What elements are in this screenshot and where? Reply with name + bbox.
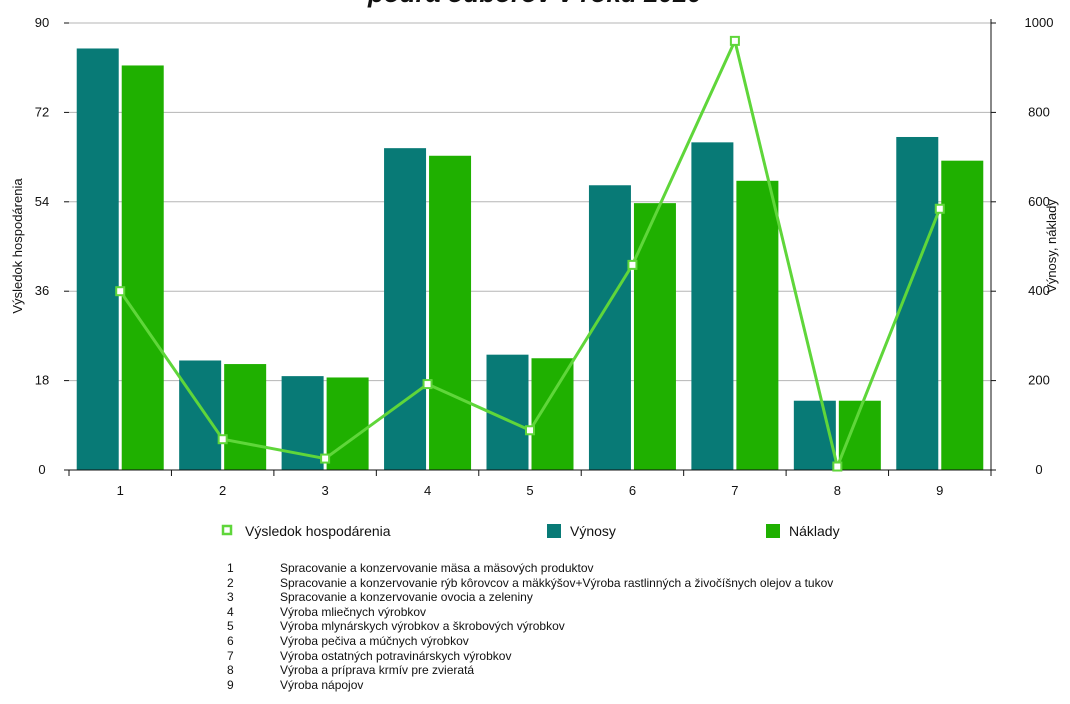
bar-vynosy [179,360,221,470]
result-point [526,426,534,434]
category-key-label: Spracovanie a konzervovanie ovocia a zel… [280,590,533,605]
result-point [936,205,944,213]
y2-tick-label: 200 [1028,373,1050,388]
y-tick-label: 18 [35,373,49,388]
y-tick-label: 90 [35,15,49,30]
category-key-row: 2 Spracovanie a konzervovanie rýb kôrovco… [222,576,1042,591]
legend-label: Náklady [789,523,840,539]
result-point [424,380,432,388]
chart-title: podľa odborov v roku 2020 [367,0,702,8]
x-tick-label: 4 [424,483,431,498]
result-point [628,261,636,269]
category-key-label: Výroba nápojov [280,678,363,693]
category-key-row: 8 Výroba a príprava krmív pre zvieratá [222,663,1042,678]
y-axis-label: Výsledok hospodárenia [10,178,25,314]
category-key-label: Spracovanie a konzervovanie mäsa a mäsov… [280,561,594,576]
x-tick-label: 3 [321,483,328,498]
category-key-number: 7 [222,649,280,664]
bar-naklady [532,358,574,470]
x-tick-label: 5 [526,483,533,498]
category-key-row: 9 Výroba nápojov [222,678,1042,693]
category-key-label: Výroba mliečnych výrobkov [280,605,426,620]
legend-vysledok: Výsledok hospodárenia [223,523,391,539]
category-key-label: Výroba a príprava krmív pre zvieratá [280,663,474,678]
category-key-number: 5 [222,619,280,634]
legend-swatch [547,524,561,538]
y2-tick-label: 0 [1035,462,1042,477]
category-key-number: 9 [222,678,280,693]
result-point [219,435,227,443]
y2-tick-label: 800 [1028,104,1050,119]
x-tick-label: 7 [731,483,738,498]
category-key-label: Spracovanie a konzervovanie rýb kôrovcov… [280,576,833,591]
bars [77,48,984,470]
bar-vynosy [691,142,733,470]
gridlines [69,23,991,381]
result-point [833,463,841,471]
bar-vynosy [384,148,426,470]
x-tick-label: 9 [936,483,943,498]
result-point [321,455,329,463]
legend-vynosy: Výnosy [547,523,616,539]
legend-marker [223,526,231,534]
y2-tick-label: 1000 [1025,15,1054,30]
category-key-label: Výroba mlynárskych výrobkov a škrobových… [280,619,565,634]
category-key: 1 Spracovanie a konzervovanie mäsa a mäso… [222,561,1042,692]
result-point [731,37,739,45]
legend: Výsledok hospodárenia Výnosy Náklady [223,523,840,539]
legend-swatch [766,524,780,538]
bar-naklady [634,203,676,470]
category-key-number: 4 [222,605,280,620]
bar-naklady [736,181,778,470]
y-tick-label: 36 [35,283,49,298]
category-key-label: Výroba pečiva a múčnych výrobkov [280,634,469,649]
category-key-number: 1 [222,561,280,576]
y-tick-label: 0 [38,462,45,477]
category-key-row: 6 Výroba pečiva a múčnych výrobkov [222,634,1042,649]
category-key-row: 1 Spracovanie a konzervovanie mäsa a mäso… [222,561,1042,576]
category-key-row: 4 Výroba mliečnych výrobkov [222,605,1042,620]
legend-naklady: Náklady [766,523,840,539]
bar-naklady [327,377,369,470]
y-tick-label: 72 [35,104,49,119]
category-key-label: Výroba ostatných potravinárskych výrobko… [280,649,511,664]
category-key-row: 7 Výroba ostatných potravinárskych výrobk… [222,649,1042,664]
combo-chart: podľa odborov v roku 2020 01836547290020… [0,0,1070,560]
category-key-row: 5 Výroba mlynárskych výrobkov a škrobovýc… [222,619,1042,634]
bar-naklady [122,65,164,470]
x-tick-label: 6 [629,483,636,498]
bar-vynosy [77,48,119,470]
bar-naklady [224,364,266,470]
category-key-number: 3 [222,590,280,605]
x-tick-label: 1 [117,483,124,498]
bar-naklady [429,156,471,470]
category-key-row: 3 Spracovanie a konzervovanie ovocia a ze… [222,590,1042,605]
result-point [116,287,124,295]
y2-axis-label: Výnosy, náklady [1044,199,1059,293]
bar-naklady [941,161,983,470]
category-key-number: 8 [222,663,280,678]
category-key-number: 2 [222,576,280,591]
legend-label: Výnosy [570,523,616,539]
x-tick-label: 2 [219,483,226,498]
legend-label: Výsledok hospodárenia [245,523,391,539]
category-key-number: 6 [222,634,280,649]
x-tick-label: 8 [834,483,841,498]
y-tick-label: 54 [35,194,49,209]
